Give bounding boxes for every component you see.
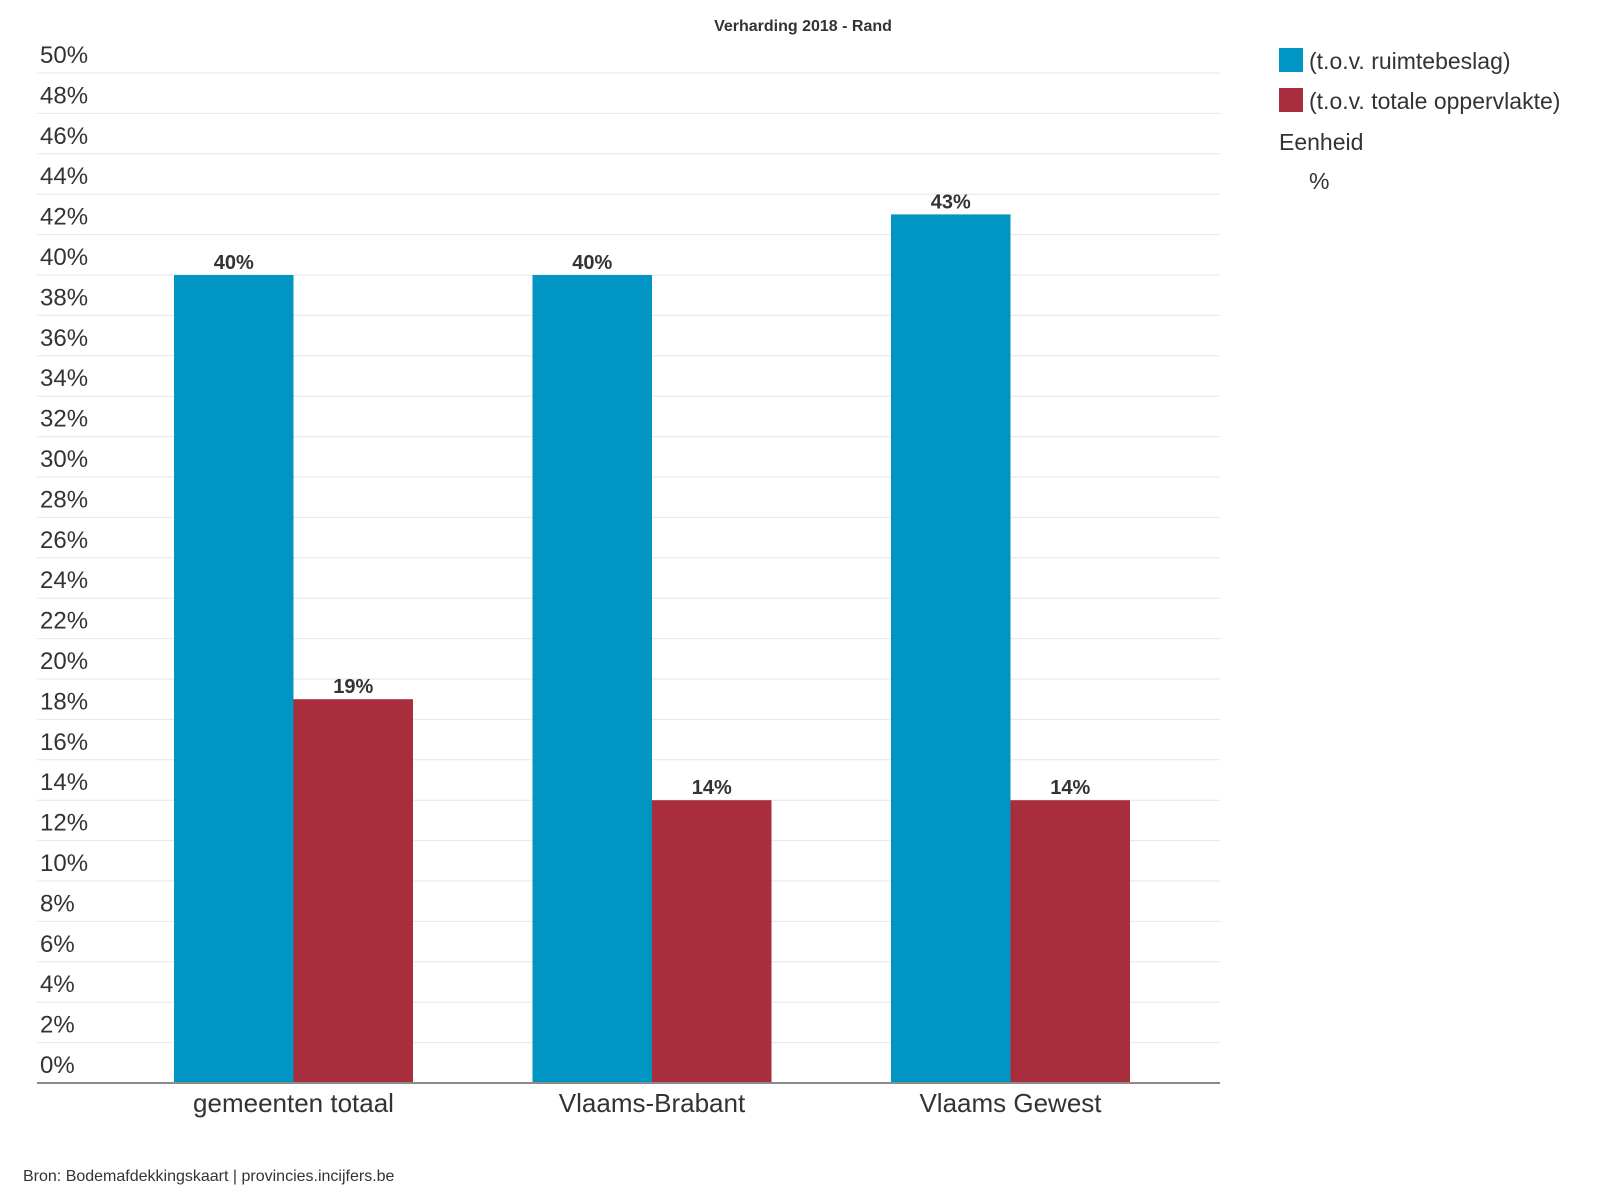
y-tick-label: 40% bbox=[40, 244, 88, 271]
legend-unit-value: % bbox=[1309, 168, 1329, 194]
legend: (t.o.v. ruimtebeslag) (t.o.v. totale opp… bbox=[1279, 48, 1560, 194]
y-tick-label: 24% bbox=[40, 567, 88, 594]
y-tick-label: 26% bbox=[40, 527, 88, 554]
y-tick-label: 20% bbox=[40, 648, 88, 675]
y-tick-label: 38% bbox=[40, 284, 88, 311]
x-category-label: gemeenten totaal bbox=[193, 1088, 394, 1118]
bar-totale-oppervlakte[interactable] bbox=[652, 800, 772, 1083]
y-tick-label: 34% bbox=[40, 365, 88, 392]
y-tick-label: 6% bbox=[40, 931, 75, 958]
legend-swatch-totale-oppervlakte bbox=[1279, 88, 1303, 112]
y-tick-label: 4% bbox=[40, 971, 75, 998]
y-tick-label: 8% bbox=[40, 890, 75, 917]
y-tick-label: 46% bbox=[40, 123, 88, 150]
y-tick-label: 32% bbox=[40, 406, 88, 433]
data-labels: 40% 19% 40% 14% 43% 14% bbox=[214, 191, 1091, 799]
y-tick-label: 42% bbox=[40, 204, 88, 231]
bar-ruimtebeslag[interactable] bbox=[891, 214, 1011, 1083]
bar-totale-oppervlakte[interactable] bbox=[293, 699, 414, 1083]
y-tick-label: 14% bbox=[40, 769, 88, 796]
bars bbox=[174, 214, 1130, 1083]
data-label: 19% bbox=[333, 676, 373, 698]
x-axis-categories: gemeenten totaal Vlaams-Brabant Vlaams Gew… bbox=[193, 1088, 1102, 1118]
data-label: 14% bbox=[1050, 777, 1090, 799]
bar-ruimtebeslag[interactable] bbox=[174, 275, 294, 1083]
y-tick-label: 30% bbox=[40, 446, 88, 473]
data-label: 14% bbox=[692, 777, 732, 799]
chart-title: Verharding 2018 - Rand bbox=[714, 18, 892, 35]
y-tick-label: 10% bbox=[40, 850, 88, 877]
y-tick-label: 28% bbox=[40, 486, 88, 513]
data-label: 40% bbox=[572, 252, 612, 274]
y-tick-label: 22% bbox=[40, 608, 88, 635]
bar-totale-oppervlakte[interactable] bbox=[1010, 800, 1131, 1083]
y-tick-label: 44% bbox=[40, 163, 88, 190]
y-tick-label: 2% bbox=[40, 1012, 75, 1039]
legend-label-totale-oppervlakte[interactable]: (t.o.v. totale oppervlakte) bbox=[1309, 88, 1560, 114]
y-tick-label: 50% bbox=[40, 42, 88, 69]
y-tick-label: 12% bbox=[40, 810, 88, 837]
bar-ruimtebeslag[interactable] bbox=[532, 275, 653, 1083]
y-tick-label: 36% bbox=[40, 325, 88, 352]
legend-unit-heading: Eenheid bbox=[1279, 129, 1363, 155]
y-tick-label: 18% bbox=[40, 688, 88, 715]
data-label: 40% bbox=[214, 252, 254, 274]
y-tick-label: 48% bbox=[40, 82, 88, 109]
source-credit: Bron: Bodemafdekkingskaart | provincies.… bbox=[23, 1168, 395, 1185]
y-tick-label: 0% bbox=[40, 1052, 75, 1079]
y-tick-label: 16% bbox=[40, 729, 88, 756]
x-category-label: Vlaams Gewest bbox=[919, 1088, 1102, 1118]
y-axis-ticks: 0% 2% 4% 6% 8% 10% 12% 14% 16% 18% 20% 22% 24% 26% 28%… bbox=[40, 42, 88, 1079]
data-label: 43% bbox=[931, 191, 971, 213]
legend-swatch-ruimtebeslag bbox=[1279, 48, 1303, 72]
legend-label-ruimtebeslag[interactable]: (t.o.v. ruimtebeslag) bbox=[1309, 48, 1511, 74]
x-category-label: Vlaams-Brabant bbox=[559, 1088, 746, 1118]
